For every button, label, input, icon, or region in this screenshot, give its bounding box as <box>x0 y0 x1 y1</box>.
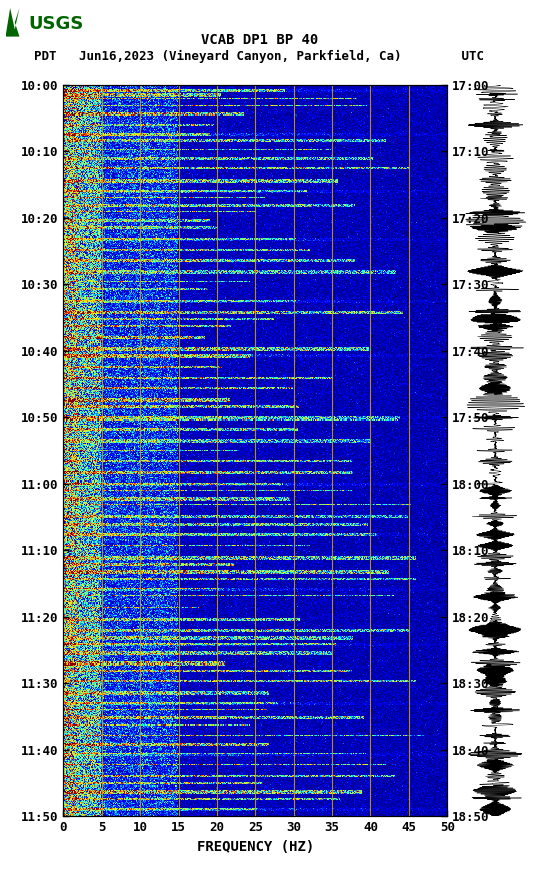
Text: PDT   Jun16,2023 (Vineyard Canyon, Parkfield, Ca)        UTC: PDT Jun16,2023 (Vineyard Canyon, Parkfie… <box>34 50 485 62</box>
Text: USGS: USGS <box>29 15 84 33</box>
X-axis label: FREQUENCY (HZ): FREQUENCY (HZ) <box>197 839 314 854</box>
Text: VCAB DP1 BP 40: VCAB DP1 BP 40 <box>201 33 318 47</box>
Polygon shape <box>6 8 24 37</box>
